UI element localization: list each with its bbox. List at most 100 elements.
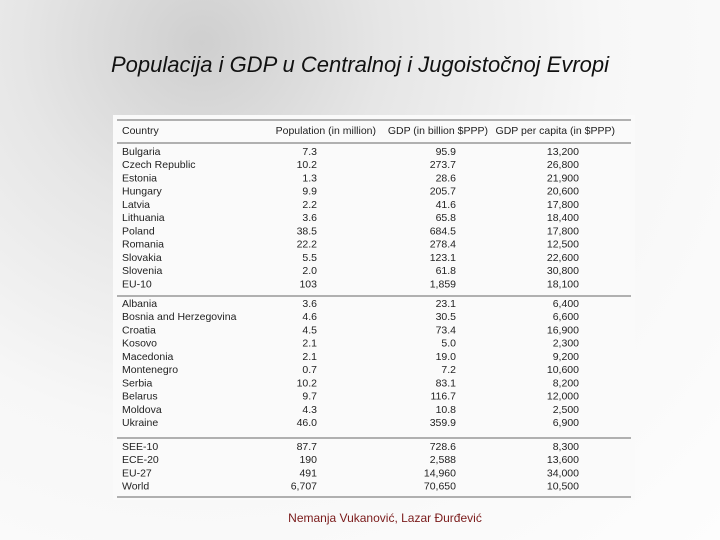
number-cell: 205.7 xyxy=(430,186,456,198)
number-cell: 61.8 xyxy=(436,265,457,277)
country-cell: Estonia xyxy=(122,172,157,184)
country-cell: Poland xyxy=(122,225,155,237)
number-cell: 684.5 xyxy=(430,225,456,237)
header-cell: Country xyxy=(122,125,160,137)
number-cell: 4.6 xyxy=(302,311,317,323)
country-cell: EU-10 xyxy=(122,278,152,290)
number-cell: 6,600 xyxy=(553,311,579,323)
country-cell: Czech Republic xyxy=(122,159,196,171)
number-cell: 2.1 xyxy=(302,338,317,350)
country-cell: Belarus xyxy=(122,391,158,403)
country-cell: Macedonia xyxy=(122,351,174,363)
number-cell: 21,900 xyxy=(547,172,579,184)
number-cell: 2.1 xyxy=(302,351,317,363)
number-cell: 5.0 xyxy=(441,338,456,350)
country-cell: Bulgaria xyxy=(122,146,161,158)
country-cell: Bosnia and Herzegovina xyxy=(122,311,237,323)
number-cell: 728.6 xyxy=(430,441,456,453)
number-cell: 8,200 xyxy=(553,377,579,389)
country-cell: Kosovo xyxy=(122,338,157,350)
number-cell: 20,600 xyxy=(547,186,579,198)
country-cell: SEE-10 xyxy=(122,441,158,453)
table-background xyxy=(113,115,635,500)
number-cell: 10,600 xyxy=(547,364,579,376)
header-cell: GDP (in billion $PPP) xyxy=(388,125,488,137)
number-cell: 190 xyxy=(299,454,317,466)
number-cell: 6,900 xyxy=(553,417,579,429)
number-cell: 14,960 xyxy=(424,467,456,479)
number-cell: 18,400 xyxy=(547,212,579,224)
country-cell: Lithuania xyxy=(122,212,165,224)
number-cell: 30.5 xyxy=(436,311,457,323)
number-cell: 6,707 xyxy=(291,481,317,493)
number-cell: 73.4 xyxy=(436,324,457,336)
country-cell: Latvia xyxy=(122,199,150,211)
number-cell: 65.8 xyxy=(436,212,457,224)
number-cell: 273.7 xyxy=(430,159,456,171)
number-cell: 9,200 xyxy=(553,351,579,363)
number-cell: 9.7 xyxy=(302,391,317,403)
number-cell: 18,100 xyxy=(547,278,579,290)
number-cell: 26,800 xyxy=(547,159,579,171)
number-cell: 10.8 xyxy=(436,404,457,416)
number-cell: 3.6 xyxy=(302,212,317,224)
number-cell: 7.3 xyxy=(302,146,317,158)
number-cell: 22,600 xyxy=(547,252,579,264)
number-cell: 0.7 xyxy=(302,364,317,376)
number-cell: 10,500 xyxy=(547,481,579,493)
country-cell: ECE-20 xyxy=(122,454,159,466)
number-cell: 7.2 xyxy=(441,364,456,376)
number-cell: 3.6 xyxy=(302,298,317,310)
number-cell: 13,600 xyxy=(547,454,579,466)
country-cell: Romania xyxy=(122,239,164,251)
number-cell: 83.1 xyxy=(436,377,457,389)
country-cell: Hungary xyxy=(122,186,162,198)
number-cell: 13,200 xyxy=(547,146,579,158)
number-cell: 10.2 xyxy=(297,159,318,171)
slide-title: Populacija i GDP u Centralnoj i Jugoisto… xyxy=(110,52,610,77)
number-cell: 17,800 xyxy=(547,225,579,237)
number-cell: 8,300 xyxy=(553,441,579,453)
number-cell: 359.9 xyxy=(430,417,456,429)
country-cell: World xyxy=(122,481,149,493)
country-cell: Ukraine xyxy=(122,417,158,429)
number-cell: 2.0 xyxy=(302,265,317,277)
number-cell: 1.3 xyxy=(302,172,317,184)
number-cell: 278.4 xyxy=(430,239,456,251)
country-cell: Moldova xyxy=(122,404,162,416)
footer: Nemanja Vukanović, Lazar Đurđević xyxy=(288,511,482,525)
number-cell: 38.5 xyxy=(297,225,318,237)
number-cell: 12,500 xyxy=(547,239,579,251)
number-cell: 17,800 xyxy=(547,199,579,211)
number-cell: 19.0 xyxy=(436,351,457,363)
number-cell: 2,300 xyxy=(553,338,579,350)
number-cell: 34,000 xyxy=(547,467,579,479)
header-cell: Population (in million) xyxy=(276,125,376,137)
number-cell: 1,859 xyxy=(430,278,456,290)
country-cell: Slovakia xyxy=(122,252,162,264)
number-cell: 12,000 xyxy=(547,391,579,403)
number-cell: 5.5 xyxy=(302,252,317,264)
number-cell: 30,800 xyxy=(547,265,579,277)
number-cell: 46.0 xyxy=(297,417,318,429)
country-cell: Croatia xyxy=(122,324,156,336)
number-cell: 116.7 xyxy=(431,391,457,403)
number-cell: 103 xyxy=(299,278,317,290)
number-cell: 9.9 xyxy=(302,186,317,198)
number-cell: 2,500 xyxy=(553,404,579,416)
number-cell: 95.9 xyxy=(436,146,457,158)
country-cell: Serbia xyxy=(122,377,153,389)
header-cell: GDP per capita (in $PPP) xyxy=(496,125,615,137)
country-cell: Montenegro xyxy=(122,364,178,376)
country-cell: Slovenia xyxy=(122,265,162,277)
number-cell: 123.1 xyxy=(430,252,456,264)
number-cell: 10.2 xyxy=(297,377,318,389)
number-cell: 41.6 xyxy=(436,199,457,211)
number-cell: 4.3 xyxy=(302,404,317,416)
number-cell: 6,400 xyxy=(553,298,579,310)
number-cell: 16,900 xyxy=(547,324,579,336)
number-cell: 23.1 xyxy=(436,298,457,310)
number-cell: 28.6 xyxy=(436,172,457,184)
